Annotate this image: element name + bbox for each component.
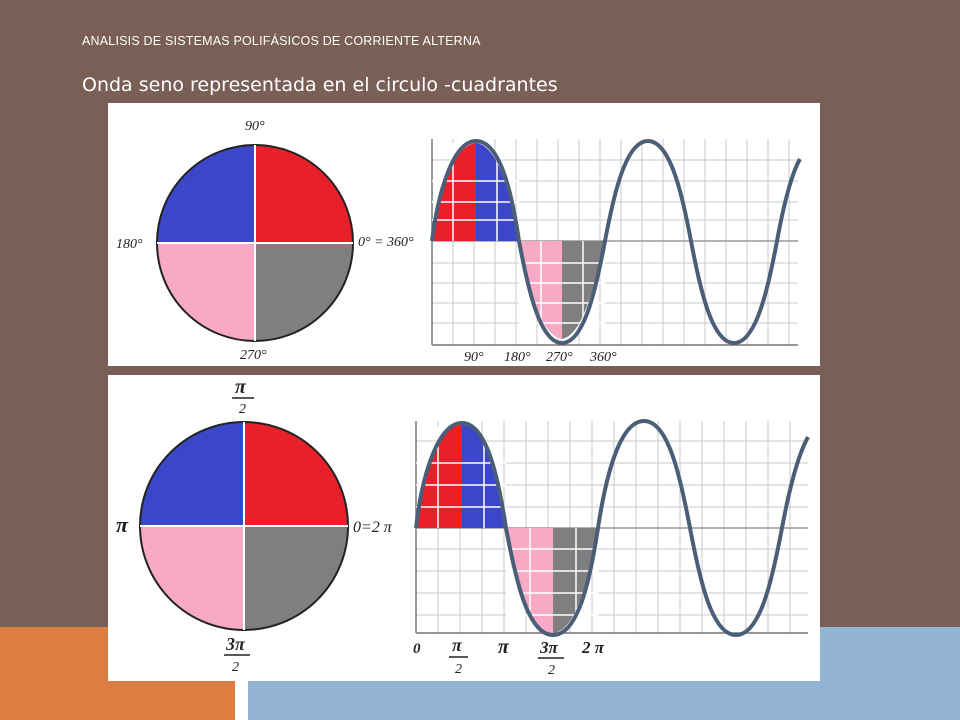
degrees-circle — [156, 144, 354, 342]
axis-label-270: 270° — [546, 350, 573, 365]
axis-label-zero: 0 — [413, 641, 421, 657]
axis-label-half-pi-den: 2 — [455, 662, 462, 677]
quadrant-2 — [157, 145, 255, 243]
axis-label-3-half-pi: 3π 2 — [538, 638, 564, 678]
quadrant-1 — [244, 422, 348, 526]
degrees-diagram: 90° 180° 0° = 360° 270° — [116, 119, 802, 365]
quadrant-3 — [140, 526, 244, 630]
quadrant-3 — [157, 243, 255, 341]
axis-label-pi: π — [498, 636, 510, 658]
label-0-360: 0° = 360° — [358, 235, 414, 250]
wave-fill-q1 — [432, 143, 476, 241]
sine-wave — [430, 138, 802, 346]
label-pi-over-2: π 2 — [232, 376, 254, 417]
axis-label-90: 90° — [464, 350, 484, 365]
radians-diagram-panel: π 2 π 0=2 π 3π 2 — [108, 375, 820, 681]
label-3pi-over-2-num: 3π — [225, 634, 246, 654]
axis-label-3-half-pi-den: 2 — [548, 663, 555, 678]
axis-label-360: 360° — [589, 350, 617, 365]
quadrant-4 — [244, 526, 348, 630]
presentation-subtitle: ANALISIS DE SISTEMAS POLIFÁSICOS DE CORR… — [82, 34, 481, 48]
label-90: 90° — [245, 119, 265, 134]
label-180: 180° — [116, 237, 143, 252]
sine-wave — [414, 418, 810, 638]
quadrant-4 — [255, 243, 353, 341]
label-pi-over-2-den: 2 — [239, 402, 246, 417]
wave-fill-q1 — [416, 425, 462, 528]
radians-circle — [139, 421, 349, 631]
axis-label-half-pi-num: π — [452, 635, 463, 655]
axis-label-3-half-pi-num: 3π — [539, 638, 559, 657]
label-270: 270° — [240, 348, 267, 363]
label-pi: π — [116, 512, 129, 537]
slide-title: Onda seno representada en el circulo -cu… — [82, 74, 558, 96]
quadrant-1 — [255, 145, 353, 243]
radians-wave-grid — [416, 421, 808, 633]
label-pi-over-2-num: π — [235, 376, 247, 398]
label-3pi-over-2: 3π 2 — [224, 634, 250, 675]
radians-diagram: π 2 π 0=2 π 3π 2 — [116, 376, 810, 678]
axis-label-2pi: 2 π — [581, 638, 605, 657]
label-zero-2pi: 0=2 π — [353, 519, 393, 536]
label-3pi-over-2-den: 2 — [232, 660, 239, 675]
degrees-diagram-panel: 90° 180° 0° = 360° 270° — [108, 103, 820, 366]
quadrant-2 — [140, 422, 244, 526]
axis-label-half-pi: π 2 — [449, 635, 468, 677]
axis-label-180: 180° — [504, 350, 531, 365]
